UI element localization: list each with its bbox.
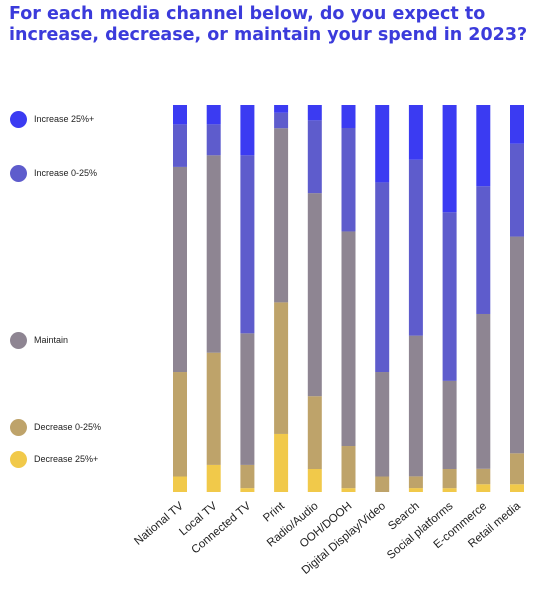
bar-segment-retail-media-increase-25 bbox=[510, 105, 524, 144]
legend-item-decrease-25-plus: Decrease 25%+ bbox=[10, 450, 98, 468]
legend-swatch-maintain bbox=[10, 331, 27, 349]
bar-segment-digital-display-video-maintain bbox=[375, 372, 390, 477]
bar-segment-ooh-dooh-increase-25 bbox=[341, 105, 356, 128]
bar-segment-search-increase-0-25 bbox=[408, 159, 423, 336]
bar-segment-digital-display-video-increase-25 bbox=[375, 105, 390, 183]
bar-segment-e-commerce-increase-0-25 bbox=[476, 186, 491, 314]
bar-segment-e-commerce-maintain bbox=[476, 313, 491, 469]
bar-segment-retail-media-maintain bbox=[510, 236, 524, 454]
bar-segment-digital-display-video-increase-0-25 bbox=[375, 182, 390, 373]
bar-segment-radio-audio-maintain bbox=[307, 193, 322, 397]
bar-segment-print-decrease-0-25 bbox=[274, 302, 289, 434]
x-tick-label-connected-tv: Connected TV bbox=[189, 500, 253, 557]
bar-segment-social-platforms-increase-0-25 bbox=[442, 212, 457, 381]
legend-label-decrease-25-plus: Decrease 25%+ bbox=[34, 454, 99, 464]
bar-segment-search-increase-25 bbox=[408, 105, 423, 160]
bar-segment-national-tv-maintain bbox=[173, 166, 187, 373]
legend-swatch-increase-0-25 bbox=[10, 164, 27, 182]
bar-segment-ooh-dooh-increase-0-25 bbox=[341, 127, 356, 232]
bar-segment-national-tv-decrease-25 bbox=[173, 476, 187, 492]
bar-segment-local-tv-decrease-0-25 bbox=[206, 352, 221, 465]
bar-segment-radio-audio-decrease-0-25 bbox=[307, 396, 322, 470]
bar-segment-local-tv-increase-25 bbox=[206, 105, 221, 125]
legend-item-maintain: Maintain bbox=[10, 331, 68, 349]
bar-segment-search-decrease-25 bbox=[408, 488, 423, 492]
bar-segment-social-platforms-decrease-25 bbox=[442, 488, 457, 492]
x-tick-label-national-tv: National TV bbox=[132, 500, 186, 548]
bar-segment-connected-tv-maintain bbox=[240, 333, 255, 465]
bar-segment-connected-tv-increase-25 bbox=[240, 105, 255, 156]
bar-segment-national-tv-increase-0-25 bbox=[173, 124, 187, 167]
legend-label-maintain: Maintain bbox=[34, 335, 69, 345]
bar-segment-retail-media-decrease-0-25 bbox=[510, 453, 524, 485]
legend-swatch-decrease-25-plus bbox=[10, 450, 27, 468]
bar-segment-national-tv-increase-25 bbox=[173, 105, 187, 125]
bar-segment-radio-audio-increase-25 bbox=[307, 105, 322, 121]
legend-label-decrease-0-25: Decrease 0-25% bbox=[34, 422, 102, 432]
bar-segment-digital-display-video-decrease-0-25 bbox=[375, 476, 390, 492]
legend-item-increase-25-plus: Increase 25%+ bbox=[10, 110, 94, 128]
bar-segment-local-tv-decrease-25 bbox=[206, 464, 221, 492]
bar-segment-social-platforms-increase-25 bbox=[442, 105, 457, 213]
bar-segment-local-tv-maintain bbox=[206, 155, 221, 353]
bar-segment-search-decrease-0-25 bbox=[408, 476, 423, 489]
bar-segment-e-commerce-decrease-25 bbox=[476, 484, 491, 492]
legend-label-increase-25-plus: Increase 25%+ bbox=[34, 114, 95, 124]
bar-segment-connected-tv-decrease-25 bbox=[240, 488, 255, 492]
bar-segment-print-maintain bbox=[274, 128, 289, 303]
bar-segment-radio-audio-decrease-25 bbox=[307, 469, 322, 492]
chart-title: For each media channel below, do you exp… bbox=[9, 4, 528, 45]
bar-segment-e-commerce-increase-25 bbox=[476, 105, 491, 187]
bar-segment-retail-media-decrease-25 bbox=[510, 484, 524, 492]
bar-segment-radio-audio-increase-0-25 bbox=[307, 120, 322, 194]
bar-segment-social-platforms-decrease-0-25 bbox=[442, 469, 457, 489]
bar-segment-ooh-dooh-decrease-0-25 bbox=[341, 446, 356, 489]
bar-segment-connected-tv-decrease-0-25 bbox=[240, 464, 255, 489]
bar-segment-retail-media-increase-0-25 bbox=[510, 143, 524, 237]
bar-segment-local-tv-increase-0-25 bbox=[206, 124, 221, 156]
bar-segment-print-increase-25 bbox=[274, 105, 289, 113]
bar-segment-e-commerce-decrease-0-25 bbox=[476, 468, 491, 485]
bar-segment-ooh-dooh-maintain bbox=[341, 231, 356, 447]
legend-label-increase-0-25: Increase 0-25% bbox=[34, 168, 98, 178]
bar-segment-print-decrease-25 bbox=[274, 433, 289, 492]
legend-swatch-decrease-0-25 bbox=[10, 418, 27, 436]
legend-swatch-increase-25-plus bbox=[10, 110, 27, 128]
bar-segment-connected-tv-increase-0-25 bbox=[240, 155, 255, 334]
x-tick-label-print: Print bbox=[261, 500, 287, 525]
bar-segment-national-tv-decrease-0-25 bbox=[173, 372, 187, 477]
bar-segment-print-increase-0-25 bbox=[274, 112, 289, 129]
bar-segment-ooh-dooh-decrease-25 bbox=[341, 488, 356, 492]
bar-segment-search-maintain bbox=[408, 335, 423, 477]
legend-item-increase-0-25: Increase 0-25% bbox=[10, 164, 97, 182]
bar-segment-social-platforms-maintain bbox=[442, 380, 457, 470]
legend-item-decrease-0-25: Decrease 0-25% bbox=[10, 418, 101, 436]
